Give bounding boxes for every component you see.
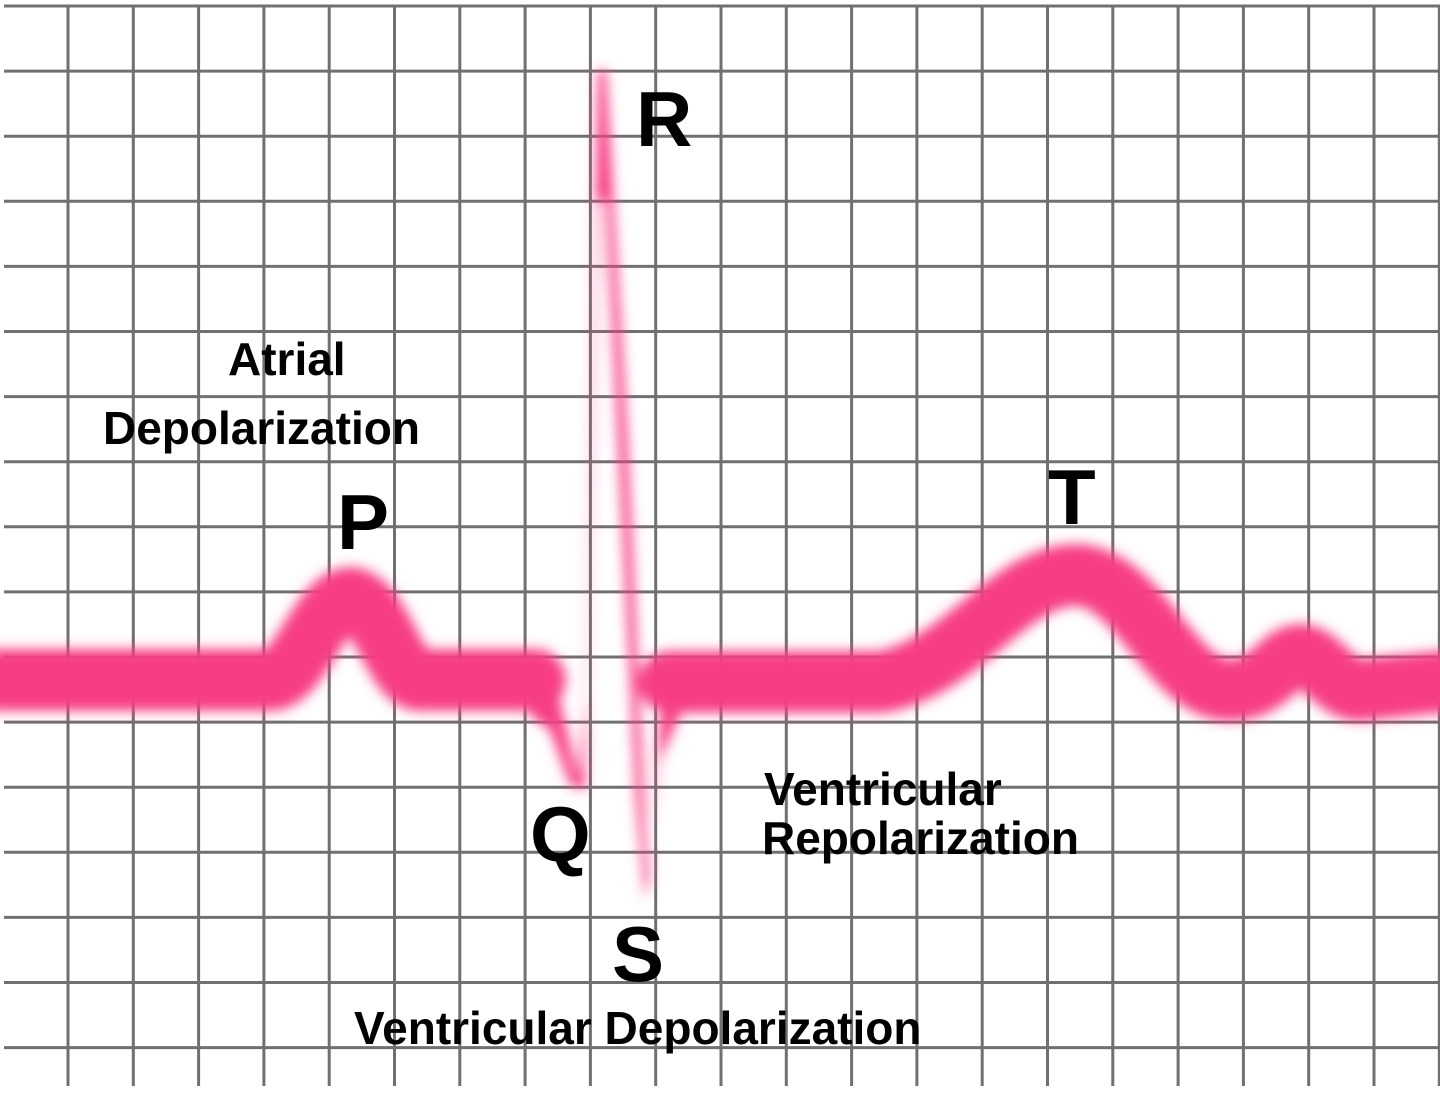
st-t-wave <box>639 544 1440 721</box>
atrial-label-line1: Atrial <box>228 333 346 385</box>
atrial-label-line2: Depolarization <box>103 402 420 454</box>
qrs-complex <box>530 70 680 900</box>
r-wave-label: R <box>636 75 693 163</box>
t-wave-label: T <box>1048 453 1096 541</box>
baseline-p-wave <box>0 567 566 711</box>
s-wave-label: S <box>612 910 665 998</box>
ventricular-repolarization-line1: Ventricular <box>764 763 1002 815</box>
ventricular-repolarization-line2: Repolarization <box>762 812 1079 864</box>
q-wave-label: Q <box>530 790 591 878</box>
ventricular-depolarization-label: Ventricular Depolarization <box>354 1002 922 1054</box>
p-wave-label: P <box>337 478 390 566</box>
